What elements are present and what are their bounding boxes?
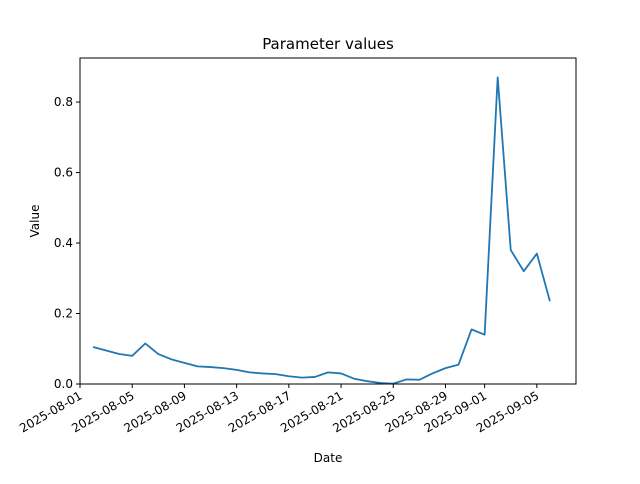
y-tick-label: 0.4 (54, 236, 73, 250)
chart-title: Parameter values (262, 35, 394, 53)
y-tick-label: 0.6 (54, 166, 73, 180)
line-series (92, 76, 551, 385)
y-axis-label: Value (28, 205, 42, 238)
y-tick-label: 0.0 (54, 377, 73, 391)
axes-frame (79, 57, 577, 385)
y-tick-label: 0.2 (54, 307, 73, 321)
y-tick-label: 0.8 (54, 95, 73, 109)
x-axis-label: Date (314, 451, 343, 465)
